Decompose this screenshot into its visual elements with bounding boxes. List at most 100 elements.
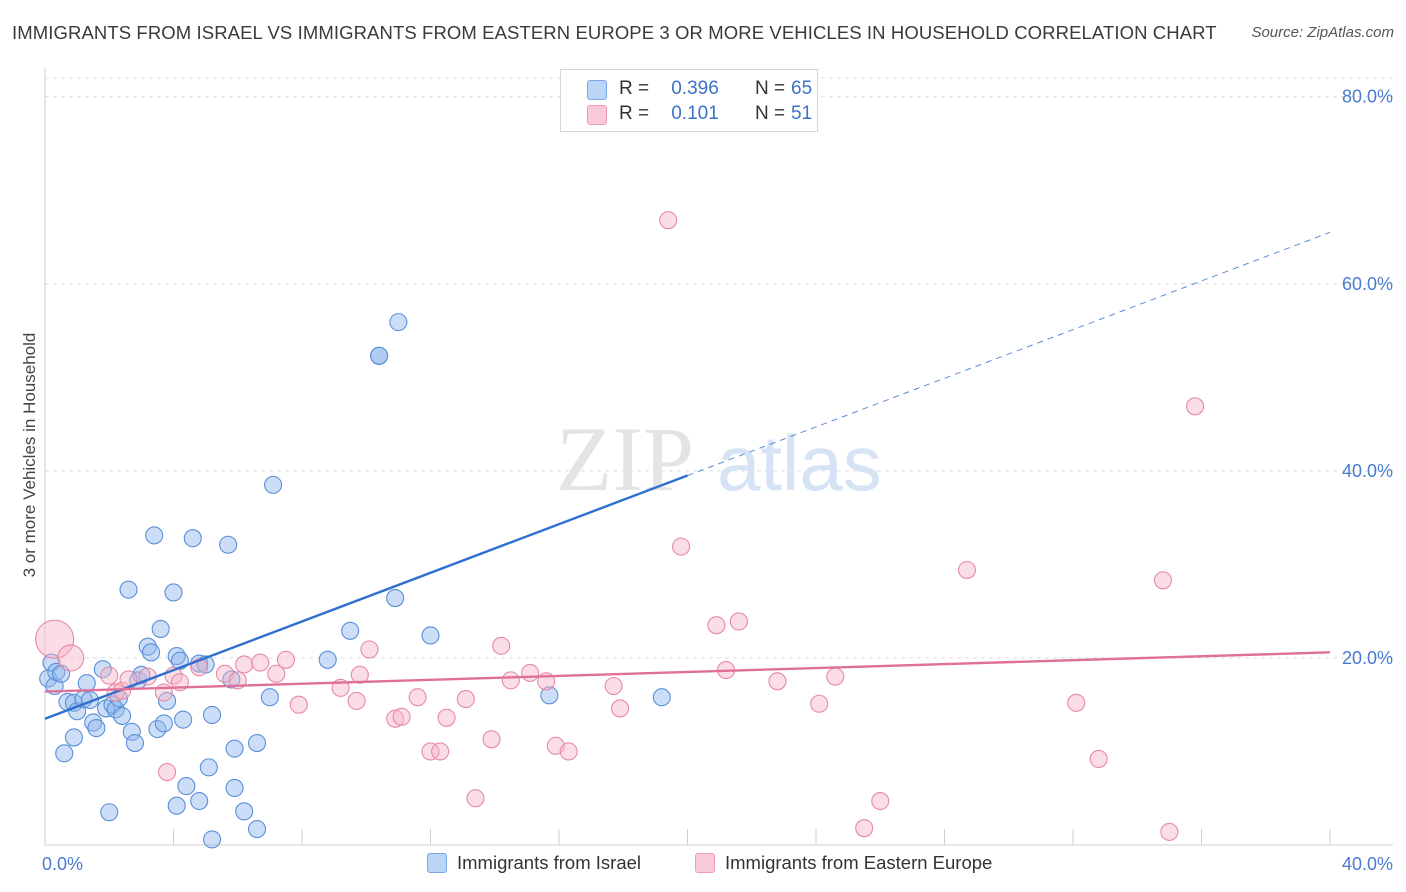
- bottom-legend-swatch-israel: [427, 853, 447, 873]
- watermark: ZIP atlas: [556, 408, 882, 510]
- data-point-israel: [203, 830, 222, 849]
- data-point-israel: [122, 722, 141, 741]
- data-point-eastern-europe: [826, 667, 845, 686]
- data-point-eastern-europe: [604, 676, 623, 696]
- data-point-israel: [341, 621, 360, 640]
- x-tick-label-1: 40.0%: [1342, 854, 1393, 874]
- data-point-israel: [421, 626, 440, 645]
- data-point-eastern-europe: [729, 612, 748, 631]
- data-point-eastern-europe: [276, 650, 295, 669]
- data-point-israel: [100, 803, 119, 822]
- data-point-eastern-europe: [768, 672, 787, 691]
- data-point-eastern-europe: [386, 709, 405, 728]
- data-point-israel: [540, 686, 559, 705]
- data-point-eastern-europe: [431, 742, 450, 761]
- data-point-eastern-europe: [559, 742, 578, 761]
- legend-n-label: N =: [755, 103, 786, 124]
- data-point-eastern-europe: [466, 789, 485, 808]
- data-point-eastern-europe: [501, 671, 520, 690]
- data-point-israel: [318, 650, 337, 669]
- data-point-eastern-europe: [957, 560, 977, 580]
- x-tick-label-0: 0.0%: [42, 854, 83, 874]
- data-point-israel: [151, 619, 170, 638]
- data-point-eastern-europe: [408, 688, 427, 707]
- data-point-eastern-europe: [35, 619, 75, 659]
- data-points: [35, 211, 1205, 849]
- data-point-eastern-europe: [392, 707, 411, 726]
- data-point-eastern-europe: [1067, 693, 1086, 712]
- data-point-israel: [389, 313, 408, 332]
- bottom-legend-label-eastern-europe: Immigrants from Eastern Europe: [725, 852, 993, 873]
- data-point-israel: [113, 706, 132, 725]
- data-point-israel: [652, 688, 671, 707]
- data-point-eastern-europe: [1089, 749, 1108, 768]
- bottom-legend-swatch-eastern-europe: [695, 853, 715, 873]
- y-tick-label-2: 60.0%: [1342, 274, 1393, 294]
- trend-lines: [44, 231, 1331, 720]
- legend-swatch-eastern-europe: [587, 105, 607, 125]
- grid-lines: [45, 77, 1393, 659]
- trend-line-israel-extension: [687, 231, 1331, 476]
- data-point-eastern-europe: [437, 708, 456, 727]
- data-point-eastern-europe: [289, 695, 308, 714]
- data-point-eastern-europe: [659, 211, 678, 230]
- tick-labels: 20.0% 40.0% 60.0% 80.0% 0.0% 40.0%: [42, 87, 1393, 874]
- data-point-eastern-europe: [251, 653, 270, 672]
- data-point-israel: [64, 728, 83, 747]
- data-point-israel: [225, 778, 244, 797]
- data-point-israel: [138, 637, 157, 656]
- data-point-israel: [370, 346, 389, 365]
- legend-r-label: R =: [619, 103, 650, 124]
- data-point-israel: [154, 714, 173, 733]
- data-point-israel: [225, 739, 244, 758]
- watermark-atlas: atlas: [717, 419, 882, 507]
- data-point-eastern-europe: [456, 690, 475, 709]
- trend-line-eastern-europe: [44, 651, 1331, 693]
- data-point-israel: [219, 535, 238, 554]
- data-point-israel: [190, 791, 209, 811]
- data-point-israel: [164, 583, 183, 602]
- data-point-israel: [125, 733, 144, 753]
- data-point-eastern-europe: [100, 666, 119, 685]
- y-tick-label-3: 80.0%: [1342, 87, 1393, 107]
- legend-n-value-israel: 65: [791, 78, 813, 99]
- data-point-israel: [93, 660, 112, 679]
- source-credit: Source: ZipAtlas.com: [1251, 24, 1394, 41]
- data-point-eastern-europe: [360, 640, 379, 659]
- data-point-israel: [145, 526, 164, 545]
- data-point-eastern-europe: [350, 665, 369, 684]
- data-point-israel: [55, 744, 74, 763]
- data-point-israel: [174, 710, 193, 729]
- data-point-israel: [87, 719, 106, 738]
- data-point-eastern-europe: [672, 537, 691, 556]
- data-point-eastern-europe: [707, 616, 726, 635]
- data-point-eastern-europe: [1186, 397, 1205, 416]
- data-point-israel: [260, 688, 279, 707]
- data-point-eastern-europe: [492, 636, 511, 655]
- correlation-legend: R = 0.396 N = 65 R = 0.101 N = 51: [560, 69, 818, 132]
- data-point-israel: [177, 777, 196, 796]
- data-point-eastern-europe: [267, 664, 286, 683]
- data-point-israel: [141, 643, 161, 662]
- axes: [44, 68, 1393, 846]
- y-tick-label-1: 40.0%: [1342, 461, 1393, 481]
- legend-n-value-eastern-europe: 51: [791, 103, 813, 124]
- data-point-eastern-europe: [521, 663, 540, 682]
- data-point-eastern-europe: [610, 699, 630, 718]
- data-point-eastern-europe: [482, 730, 501, 749]
- data-point-israel: [199, 758, 218, 777]
- data-point-eastern-europe: [57, 644, 85, 672]
- data-point-israel: [264, 475, 283, 494]
- data-point-israel: [84, 713, 103, 732]
- data-point-israel: [247, 733, 267, 753]
- data-point-eastern-europe: [1160, 822, 1179, 841]
- legend-r-value-israel: 0.396: [671, 78, 719, 99]
- data-point-israel: [386, 589, 405, 608]
- legend-r-value-eastern-europe: 0.101: [671, 103, 719, 124]
- data-point-israel: [183, 529, 202, 548]
- data-point-eastern-europe: [871, 791, 890, 811]
- data-point-eastern-europe: [158, 762, 177, 782]
- data-point-eastern-europe: [1153, 571, 1172, 590]
- y-tick-label-0: 20.0%: [1342, 648, 1393, 668]
